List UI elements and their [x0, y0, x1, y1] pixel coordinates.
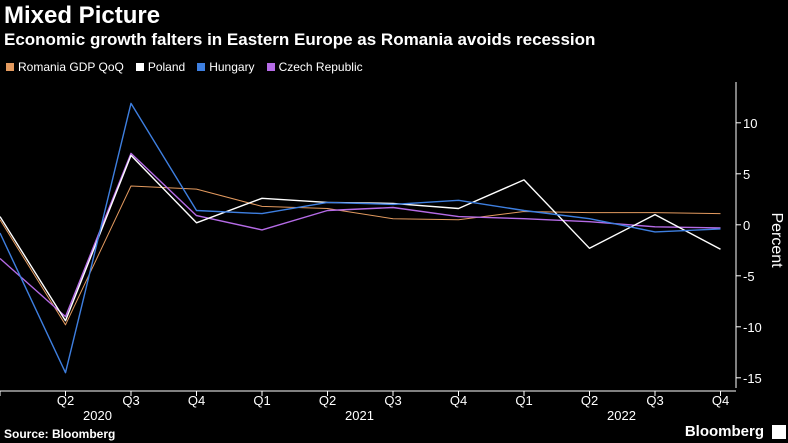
- legend-item-czech: Czech Republic: [266, 60, 363, 74]
- x-tick-label: Q2: [581, 393, 598, 408]
- legend-label-romania: Romania GDP QoQ: [18, 60, 124, 74]
- series-line-hungary: [0, 102, 721, 374]
- legend-swatch-poland: [135, 63, 144, 71]
- legend-label-czech: Czech Republic: [278, 60, 363, 74]
- y-tick-label: 10: [743, 116, 757, 131]
- chart-subtitle: Economic growth falters in Eastern Europ…: [4, 30, 596, 49]
- legend-item-romania: Romania GDP QoQ: [6, 60, 124, 74]
- x-tick-label: Q2: [319, 393, 336, 408]
- legend-swatch-hungary: [197, 63, 206, 71]
- x-tick-label: Q3: [646, 393, 663, 408]
- bloomberg-logo-mark: [772, 425, 786, 439]
- legend-swatch-romania: [6, 63, 14, 71]
- chart-title: Mixed Picture: [4, 2, 161, 29]
- legend-item-hungary: Hungary: [197, 60, 255, 74]
- source-note: Source: Bloomberg: [4, 427, 116, 441]
- series-line-czech-republic: [0, 152, 721, 318]
- x-tick-label: Q1: [515, 393, 532, 408]
- legend-label-hungary: Hungary: [209, 60, 255, 74]
- x-tick-label: Q1: [253, 393, 270, 408]
- x-year-label: 2020: [83, 408, 112, 423]
- x-tick-label: Q4: [188, 393, 205, 408]
- legend-item-poland: Poland: [135, 60, 186, 74]
- series-line-romania-gdp-qoq: [0, 185, 721, 326]
- legend-swatch-czech: [266, 63, 275, 71]
- y-tick-label: 0: [743, 218, 750, 233]
- y-tick-label: -5: [743, 269, 755, 284]
- legend: Romania GDP QoQ Poland Hungary Czech Rep…: [6, 60, 363, 74]
- y-axis-title: Percent: [768, 212, 785, 268]
- legend-label-poland: Poland: [147, 60, 186, 74]
- bloomberg-logo: Bloomberg: [684, 423, 764, 440]
- y-tick-label: -15: [743, 371, 762, 386]
- x-year-label: 2021: [345, 408, 374, 423]
- x-tick-label: Q4: [712, 393, 729, 408]
- x-tick-label: Q3: [384, 393, 401, 408]
- series-line-poland: [0, 154, 721, 322]
- y-tick-label: 5: [743, 167, 750, 182]
- x-tick-label: Q2: [57, 393, 74, 408]
- x-year-label: 2022: [607, 408, 636, 423]
- x-tick-label: Q4: [450, 393, 467, 408]
- x-tick-label: Q3: [122, 393, 139, 408]
- y-tick-label: -10: [743, 320, 762, 335]
